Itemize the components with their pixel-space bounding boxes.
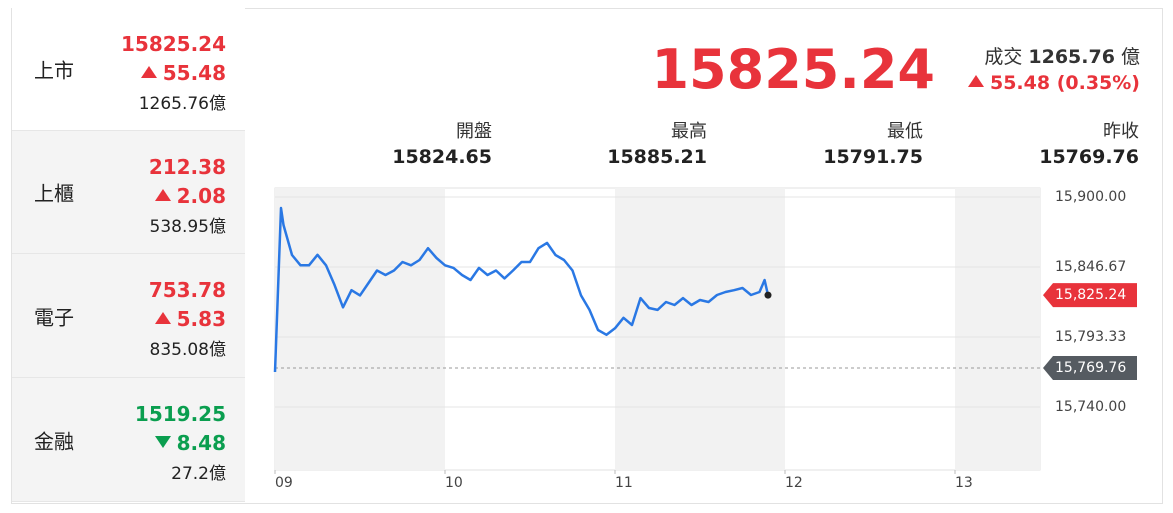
- price-line: [273, 206, 770, 373]
- x-tick-label: 09: [275, 475, 293, 491]
- change-value: 5.83: [176, 307, 226, 331]
- change-pct: (0.35%): [1056, 72, 1140, 94]
- market-change: 55.48: [140, 61, 226, 85]
- turnover-unit: 億: [1120, 46, 1140, 68]
- stat-label: 開盤: [456, 121, 492, 142]
- market-name: 電子: [34, 305, 74, 329]
- prev-close-tag-label: 15,769.76: [1055, 360, 1126, 376]
- header-change: 55.48 (0.35%): [967, 72, 1140, 94]
- header-price: 15825.24: [651, 38, 935, 101]
- volume-unit: 億: [209, 217, 226, 237]
- market-change: 2.08: [154, 184, 226, 208]
- up-arrow: [140, 66, 157, 78]
- market-name: 上櫃: [34, 181, 74, 206]
- change-value: 2.08: [176, 184, 226, 208]
- x-tick-label: 11: [615, 475, 633, 491]
- last-point: [764, 291, 772, 299]
- change-value: 55.48: [989, 72, 1051, 94]
- change-value: 55.48: [162, 61, 226, 85]
- market-change: 8.48: [154, 431, 226, 455]
- stat-label: 最高: [671, 121, 707, 142]
- y-tick-label: 15,900.00: [1055, 189, 1126, 205]
- widget-frame: [11, 8, 1163, 504]
- stat-label: 昨收: [1103, 121, 1139, 142]
- turnover-label: 成交: [984, 46, 1023, 68]
- market-row[interactable]: 電子 753.78 5.83 835.08億: [12, 254, 245, 378]
- volume-value: 538.95: [149, 217, 209, 237]
- volume-value: 27.2: [171, 464, 209, 484]
- stat-value: 15769.76: [1039, 146, 1139, 168]
- volume-value: 1265.76: [138, 94, 209, 114]
- market-price: 15825.24: [120, 32, 226, 56]
- market-price: 1519.25: [134, 402, 226, 426]
- x-tick-label: 13: [955, 475, 973, 491]
- change-value: 8.48: [176, 431, 226, 455]
- stat-label: 最低: [887, 121, 923, 142]
- up-arrow: [154, 189, 171, 201]
- volume-unit: 億: [209, 94, 226, 114]
- turnover-value: 1265.76: [1028, 46, 1115, 68]
- stat-value: 15791.75: [823, 146, 923, 168]
- session-band: [275, 188, 445, 470]
- market-price: 212.38: [148, 155, 226, 179]
- x-tick-label: 10: [445, 475, 463, 491]
- session-band: [615, 188, 785, 470]
- market-price: 753.78: [148, 278, 226, 302]
- market-name: 上市: [34, 58, 74, 83]
- turnover: 成交 1265.76 億: [984, 42, 1140, 69]
- last-price-tag: [1043, 283, 1137, 308]
- market-volume: 27.2億: [171, 459, 226, 484]
- market-volume: 835.08億: [150, 335, 226, 360]
- market-change: 5.83: [154, 307, 226, 331]
- market-row[interactable]: 金融 1519.25 8.48 27.2億: [12, 378, 245, 502]
- x-tick-label: 12: [785, 475, 803, 491]
- last-price-tag-label: 15,825.24: [1055, 287, 1126, 303]
- prev-close-tag: [1043, 355, 1137, 380]
- volume-value: 835.08: [149, 340, 209, 360]
- up-arrow: [967, 75, 984, 87]
- down-arrow: [154, 436, 171, 448]
- y-tick-label: 15,793.33: [1055, 329, 1126, 345]
- y-tick-label: 15,846.67: [1055, 259, 1126, 275]
- market-row[interactable]: 上櫃 212.38 2.08 538.95億: [12, 131, 245, 254]
- stat-value: 15824.65: [392, 146, 492, 168]
- market-volume: 538.95億: [150, 212, 226, 237]
- market-name: 金融: [34, 429, 74, 453]
- volume-unit: 億: [209, 340, 226, 360]
- market-row[interactable]: 上市 15825.24 55.48 1265.76億: [12, 8, 245, 131]
- up-arrow: [154, 312, 171, 324]
- market-volume: 1265.76億: [139, 89, 226, 114]
- session-band: [955, 188, 1040, 470]
- volume-unit: 億: [209, 464, 226, 484]
- stat-value: 15885.21: [607, 146, 707, 168]
- y-tick-label: 15,740.00: [1055, 399, 1126, 415]
